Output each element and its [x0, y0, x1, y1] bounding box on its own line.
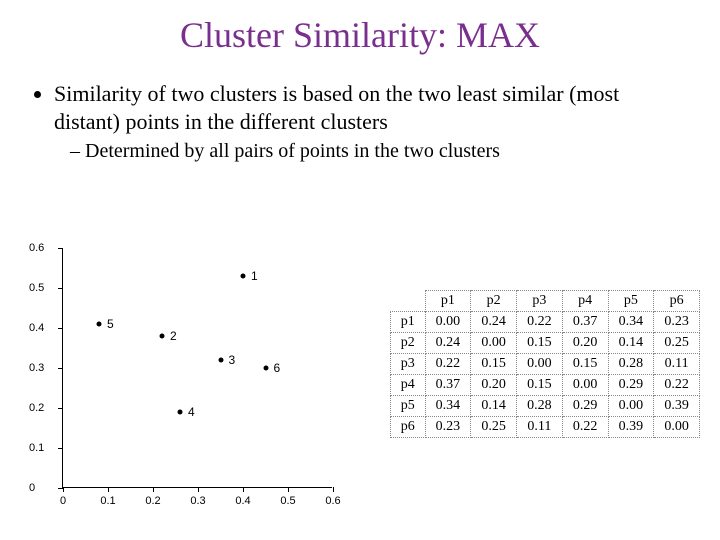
- matrix-col-header: p4: [562, 291, 608, 312]
- matrix-cell: 0.00: [517, 354, 563, 375]
- scatter-point-label: 6: [274, 361, 281, 375]
- distance-matrix: p1p2p3p4p5p6p10.000.240.220.370.340.23p2…: [390, 290, 700, 438]
- xtick-label: 0.5: [280, 495, 295, 507]
- xtick-label: 0.3: [190, 495, 205, 507]
- matrix-row-header: p6: [391, 417, 426, 438]
- matrix-row-header: p4: [391, 375, 426, 396]
- matrix-cell: 0.15: [517, 375, 563, 396]
- matrix-cell: 0.15: [562, 354, 608, 375]
- matrix-row-header: p3: [391, 354, 426, 375]
- matrix-cell: 0.23: [654, 312, 700, 333]
- matrix-col-header: p1: [425, 291, 471, 312]
- matrix-cell: 0.34: [425, 396, 471, 417]
- matrix-cell: 0.24: [425, 333, 471, 354]
- matrix-cell: 0.14: [471, 396, 517, 417]
- plot-axes: 00.10.20.30.40.50.600.10.20.30.40.50.612…: [62, 248, 332, 488]
- matrix-cell: 0.34: [608, 312, 654, 333]
- ytick: [58, 328, 63, 329]
- matrix-cell: 0.00: [425, 312, 471, 333]
- xtick: [333, 487, 334, 492]
- ytick: [58, 288, 63, 289]
- matrix-cell: 0.00: [471, 333, 517, 354]
- xtick-label: 0.1: [100, 495, 115, 507]
- xtick: [288, 487, 289, 492]
- ytick-label: 0.4: [29, 322, 44, 334]
- scatter-point-label: 1: [251, 269, 258, 283]
- matrix-cell: 0.29: [608, 375, 654, 396]
- matrix-cell: 0.25: [471, 417, 517, 438]
- matrix-cell: 0.00: [608, 396, 654, 417]
- ytick-label: 0: [29, 482, 35, 494]
- matrix-cell: 0.00: [562, 375, 608, 396]
- matrix-row-header: p5: [391, 396, 426, 417]
- ytick: [58, 488, 63, 489]
- ytick: [58, 368, 63, 369]
- matrix-col-header: p6: [654, 291, 700, 312]
- scatter-point-label: 5: [107, 317, 114, 331]
- matrix-cell: 0.15: [517, 333, 563, 354]
- ytick-label: 0.1: [29, 442, 44, 454]
- scatter-point: [218, 358, 223, 363]
- ytick: [58, 408, 63, 409]
- matrix-cell: 0.11: [654, 354, 700, 375]
- slide-title: Cluster Similarity: MAX: [0, 16, 720, 56]
- matrix-cell: 0.22: [425, 354, 471, 375]
- matrix-cell: 0.00: [654, 417, 700, 438]
- xtick: [63, 487, 64, 492]
- ytick: [58, 448, 63, 449]
- ytick-label: 0.2: [29, 402, 44, 414]
- matrix-col-header: p2: [471, 291, 517, 312]
- xtick-label: 0: [60, 495, 66, 507]
- matrix-col-header: p3: [517, 291, 563, 312]
- matrix-cell: 0.22: [654, 375, 700, 396]
- matrix-cell: 0.28: [608, 354, 654, 375]
- xtick-label: 0.2: [145, 495, 160, 507]
- scatter-point: [160, 334, 165, 339]
- matrix-cell: 0.25: [654, 333, 700, 354]
- matrix-cell: 0.20: [471, 375, 517, 396]
- matrix-cell: 0.39: [654, 396, 700, 417]
- matrix-row-header: p2: [391, 333, 426, 354]
- bullet-1: Similarity of two clusters is based on t…: [54, 80, 690, 135]
- matrix-cell: 0.22: [562, 417, 608, 438]
- xtick-label: 0.4: [235, 495, 250, 507]
- scatter-point: [178, 410, 183, 415]
- scatter-point: [263, 366, 268, 371]
- matrix-cell: 0.14: [608, 333, 654, 354]
- xtick: [198, 487, 199, 492]
- ytick-label: 0.3: [29, 362, 44, 374]
- matrix-col-header: p5: [608, 291, 654, 312]
- scatter-point: [97, 322, 102, 327]
- scatter-point-label: 4: [188, 405, 195, 419]
- slide: Cluster Similarity: MAX Similarity of tw…: [0, 0, 720, 540]
- scatter-point: [241, 274, 246, 279]
- matrix-corner: [391, 291, 426, 312]
- xtick-label: 0.6: [325, 495, 340, 507]
- matrix-cell: 0.24: [471, 312, 517, 333]
- matrix-cell: 0.39: [608, 417, 654, 438]
- ytick-label: 0.5: [29, 282, 44, 294]
- matrix-cell: 0.20: [562, 333, 608, 354]
- ytick: [58, 248, 63, 249]
- ytick-label: 0.6: [29, 242, 44, 254]
- xtick: [153, 487, 154, 492]
- bullet-region: Similarity of two clusters is based on t…: [30, 80, 690, 168]
- xtick: [243, 487, 244, 492]
- matrix-cell: 0.37: [425, 375, 471, 396]
- matrix-cell: 0.29: [562, 396, 608, 417]
- xtick: [108, 487, 109, 492]
- matrix-row-header: p1: [391, 312, 426, 333]
- scatter-point-label: 3: [229, 353, 236, 367]
- matrix-cell: 0.28: [517, 396, 563, 417]
- matrix-cell: 0.22: [517, 312, 563, 333]
- matrix-cell: 0.23: [425, 417, 471, 438]
- matrix-cell: 0.15: [471, 354, 517, 375]
- scatter-point-label: 2: [170, 329, 177, 343]
- matrix-cell: 0.11: [517, 417, 563, 438]
- distance-matrix-table: p1p2p3p4p5p6p10.000.240.220.370.340.23p2…: [390, 290, 700, 438]
- bullet-1-sub-1: Determined by all pairs of points in the…: [88, 139, 690, 164]
- matrix-cell: 0.37: [562, 312, 608, 333]
- scatter-plot: 00.10.20.30.40.50.600.10.20.30.40.50.612…: [20, 248, 360, 528]
